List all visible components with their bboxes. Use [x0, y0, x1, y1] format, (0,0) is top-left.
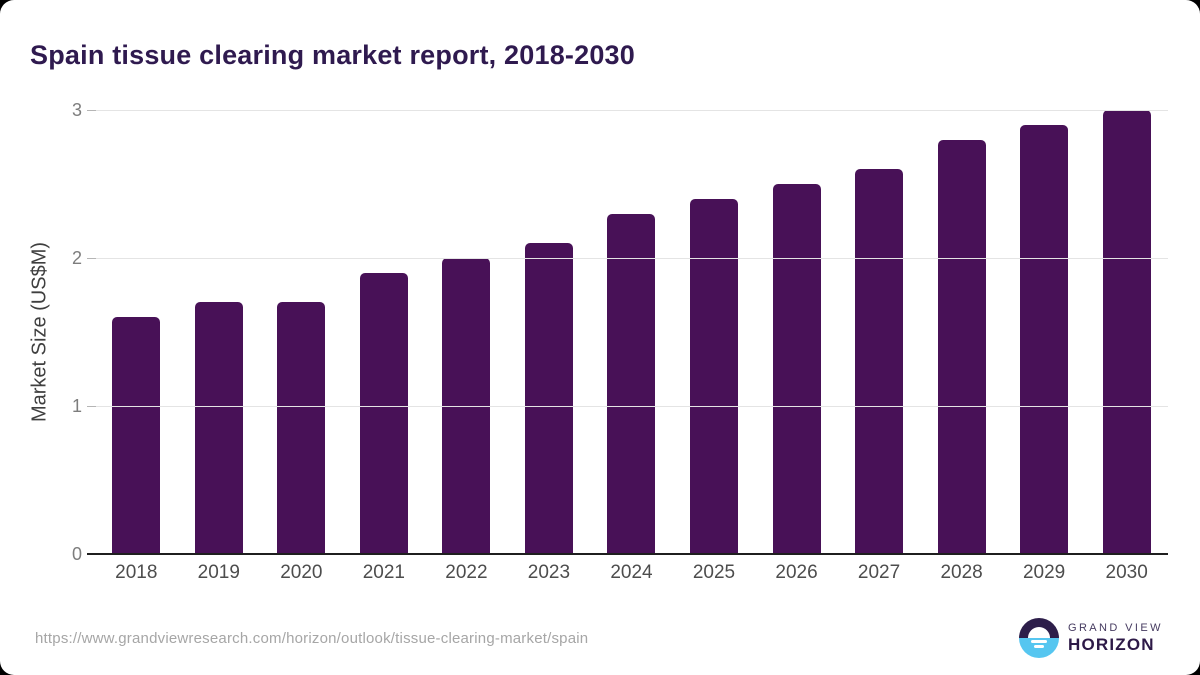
bar-2030 — [1102, 110, 1151, 554]
x-axis-label-2030: 2030 — [1105, 562, 1148, 583]
bar-slot — [755, 110, 838, 554]
grandview-horizon-logo: GRAND VIEW HORIZON — [1019, 618, 1163, 658]
x-axis-label-2021: 2021 — [362, 562, 405, 583]
logo-reflection-bar — [1031, 640, 1047, 643]
logo-brand-name: GRAND VIEW — [1068, 621, 1163, 634]
x-axis-label-2023: 2023 — [527, 562, 571, 583]
bar-2024 — [607, 213, 656, 554]
x-axis-labels: 2018 2019 2020 2021 2022 2023 2024 2025 2026 2027… — [95, 562, 1168, 584]
x-axis-label-2025: 2025 — [692, 562, 736, 583]
bar-slot — [673, 110, 756, 554]
x-axis-line — [87, 553, 1168, 555]
logo-reflection-bar — [1034, 645, 1044, 648]
gridline — [95, 406, 1168, 407]
bar-2018 — [112, 317, 161, 554]
x-axis-label-2022: 2022 — [445, 562, 488, 583]
gridline — [95, 258, 1168, 259]
bar-2029 — [1020, 124, 1069, 554]
x-axis-label-2028: 2028 — [940, 562, 983, 583]
x-axis-label-2019: 2019 — [197, 562, 240, 583]
y-axis-tick-label: 1 — [71, 396, 82, 416]
x-axis-label-2026: 2026 — [775, 562, 818, 583]
y-axis-tick-label: 0 — [71, 544, 82, 564]
y-axis-tick-labels: 0 1 2 3 — [0, 100, 82, 564]
bar-slot — [920, 110, 1003, 554]
source-url: https://www.grandviewresearch.com/horizo… — [35, 630, 589, 647]
y-tick — [87, 258, 96, 259]
bar-slot — [1003, 110, 1086, 554]
bar-slot — [95, 110, 178, 554]
bar-2023 — [524, 243, 573, 554]
bar-slot — [590, 110, 673, 554]
horizon-logo-icon — [1019, 618, 1059, 658]
gridline — [95, 110, 1168, 111]
bar-slot — [343, 110, 426, 554]
x-axis-label-2020: 2020 — [280, 562, 323, 583]
bar-slot — [1085, 110, 1168, 554]
bar-slot — [838, 110, 921, 554]
bar-2025 — [689, 198, 738, 554]
logo-product-name: HORIZON — [1068, 634, 1155, 654]
bar-2020 — [277, 302, 326, 554]
bar-2021 — [359, 272, 408, 554]
x-axis-label-2029: 2029 — [1022, 562, 1066, 583]
bar-slot — [425, 110, 508, 554]
x-axis-label-2018: 2018 — [115, 562, 158, 583]
logo-text: GRAND VIEW HORIZON — [1068, 622, 1163, 655]
x-axis-label-2024: 2024 — [610, 562, 653, 583]
bars-row — [95, 110, 1168, 554]
bar-2028 — [937, 139, 986, 554]
page-title: Spain tissue clearing market report, 201… — [30, 40, 635, 71]
x-axis-label-2027: 2027 — [857, 562, 901, 583]
logo-sun-shape — [1028, 627, 1050, 638]
bar-2027 — [855, 169, 904, 554]
bar-slot — [178, 110, 261, 554]
y-axis-tick-label: 2 — [71, 248, 82, 268]
y-tick — [87, 110, 96, 111]
plot-area — [87, 110, 1168, 555]
y-axis-tick-label: 3 — [71, 100, 82, 120]
bar-2026 — [772, 184, 821, 554]
bar-slot — [260, 110, 343, 554]
bar-2019 — [194, 302, 243, 554]
bar-slot — [508, 110, 591, 554]
y-tick — [87, 406, 96, 407]
